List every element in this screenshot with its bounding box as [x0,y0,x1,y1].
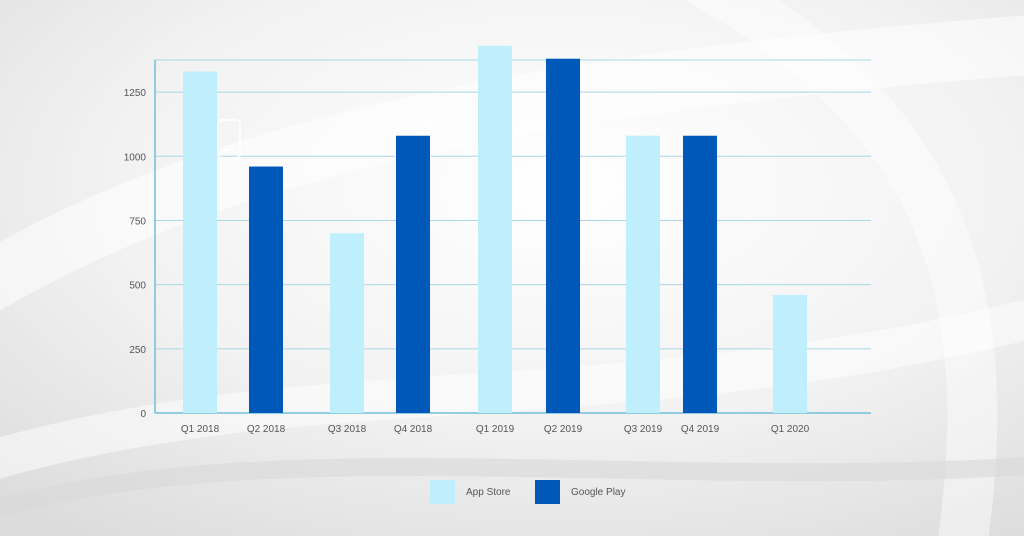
y-tick-label: 0 [140,409,146,420]
bar-app-store [773,294,807,413]
legend-label: Google Play [571,487,625,498]
bars [183,45,807,413]
legend: App Store Google Play [430,480,625,504]
legend-swatch [535,480,560,504]
y-tick-label: 250 [129,345,146,356]
bar-app-store [183,71,217,413]
bar-google-play [546,58,580,413]
y-tick-label: 750 [129,216,146,227]
bar-app-store [330,233,364,413]
bar-app-store [478,45,512,413]
phone-outline-icon [217,119,241,159]
legend-label: App Store [466,487,511,498]
y-tick-label: 500 [129,281,146,292]
bar-google-play [396,135,430,413]
legend-swatch [430,480,455,504]
x-tick-label: Q4 2018 [394,424,433,435]
x-tick-label: Q2 2019 [544,424,583,435]
bar-app-store [626,135,660,413]
y-tick-label: 1250 [124,88,147,99]
bar-google-play [683,135,717,413]
x-tick-label: Q3 2018 [328,424,367,435]
y-tick-label: 1000 [124,152,147,163]
x-axis-labels: Q1 2018 Q2 2018 Q3 2018 Q4 2018 Q1 2019 Q2 20… [181,424,810,435]
x-tick-label: Q1 2019 [476,424,515,435]
x-tick-label: Q4 2019 [681,424,720,435]
y-axis-labels: 0 250 500 750 1000 1250 [124,88,147,420]
bar-google-play [249,166,283,413]
x-tick-label: Q1 2018 [181,424,220,435]
x-tick-label: Q3 2019 [624,424,663,435]
x-tick-label: Q1 2020 [771,424,810,435]
x-tick-label: Q2 2018 [247,424,286,435]
